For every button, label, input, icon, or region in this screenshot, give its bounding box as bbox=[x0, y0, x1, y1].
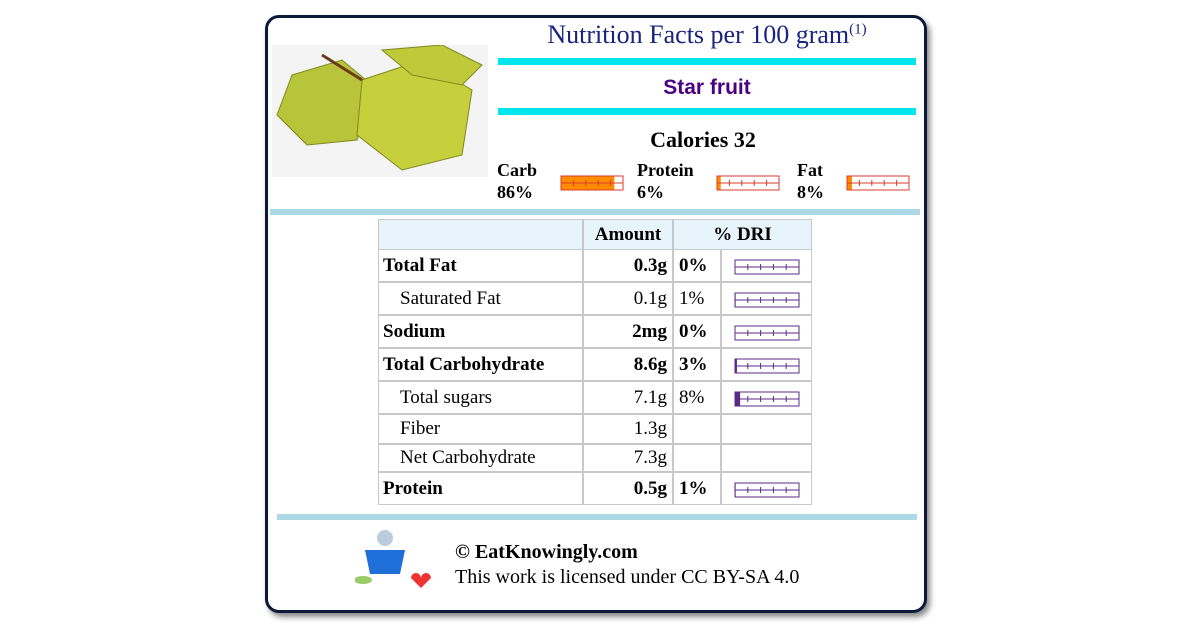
cell: 0.1g bbox=[583, 282, 673, 315]
cell: Sodium bbox=[378, 315, 583, 348]
cell bbox=[673, 414, 721, 444]
divider bbox=[498, 108, 916, 115]
macro-percent: 8% bbox=[797, 182, 824, 202]
table-header-blank bbox=[378, 219, 583, 250]
macro-name: Carb bbox=[497, 160, 537, 180]
fruit-image bbox=[272, 45, 488, 177]
gauge bbox=[734, 391, 800, 406]
cell bbox=[721, 249, 812, 282]
cell: 1% bbox=[673, 282, 721, 315]
cell: 0.3g bbox=[583, 249, 673, 282]
macro-name: Protein bbox=[637, 160, 694, 180]
copyright: © EatKnowingly.com bbox=[455, 541, 638, 563]
gauge bbox=[734, 259, 800, 274]
cell: 0% bbox=[673, 249, 721, 282]
macro-percent: 6% bbox=[637, 182, 664, 202]
cell: 7.3g bbox=[583, 444, 673, 472]
gauge bbox=[734, 292, 800, 307]
cell: Protein bbox=[378, 472, 583, 505]
cell: Total Carbohydrate bbox=[378, 348, 583, 381]
cell bbox=[673, 444, 721, 472]
cell: Total sugars bbox=[378, 381, 583, 414]
column-header: Amount bbox=[583, 219, 673, 250]
gauge bbox=[846, 175, 910, 191]
logo bbox=[355, 530, 431, 588]
divider bbox=[270, 209, 920, 215]
cell: 3% bbox=[673, 348, 721, 381]
cell bbox=[721, 348, 812, 381]
cell bbox=[721, 315, 812, 348]
cell: 0.5g bbox=[583, 472, 673, 505]
divider bbox=[498, 58, 916, 65]
food-name: Star fruit bbox=[663, 76, 751, 99]
cell bbox=[721, 444, 812, 472]
cell: Fiber bbox=[378, 414, 583, 444]
cell: 8% bbox=[673, 381, 721, 414]
calories: Calories 32 bbox=[650, 127, 756, 152]
macro-percent: 86% bbox=[497, 182, 533, 202]
gauge bbox=[734, 358, 800, 373]
cell: 1.3g bbox=[583, 414, 673, 444]
macro-name: Fat bbox=[797, 160, 823, 180]
cell: 7.1g bbox=[583, 381, 673, 414]
cell: 8.6g bbox=[583, 348, 673, 381]
cell bbox=[721, 381, 812, 414]
title: Nutrition Facts per 100 gram bbox=[547, 20, 850, 49]
cell: 2mg bbox=[583, 315, 673, 348]
cell bbox=[721, 414, 812, 444]
column-header: % DRI bbox=[673, 219, 812, 250]
cell bbox=[721, 472, 812, 505]
license: This work is licensed under CC BY-SA 4.0 bbox=[455, 566, 800, 588]
title-line: Nutrition Facts per 100 gram(1) bbox=[498, 20, 916, 50]
cell: 1% bbox=[673, 472, 721, 505]
cell bbox=[721, 282, 812, 315]
cell: Net Carbohydrate bbox=[378, 444, 583, 472]
gauge bbox=[734, 482, 800, 497]
cell: 0% bbox=[673, 315, 721, 348]
cell: Saturated Fat bbox=[378, 282, 583, 315]
divider bbox=[277, 514, 917, 520]
cell: Total Fat bbox=[378, 249, 583, 282]
gauge bbox=[560, 175, 624, 191]
gauge bbox=[716, 175, 780, 191]
gauge bbox=[734, 325, 800, 340]
note: (1) bbox=[849, 21, 867, 38]
